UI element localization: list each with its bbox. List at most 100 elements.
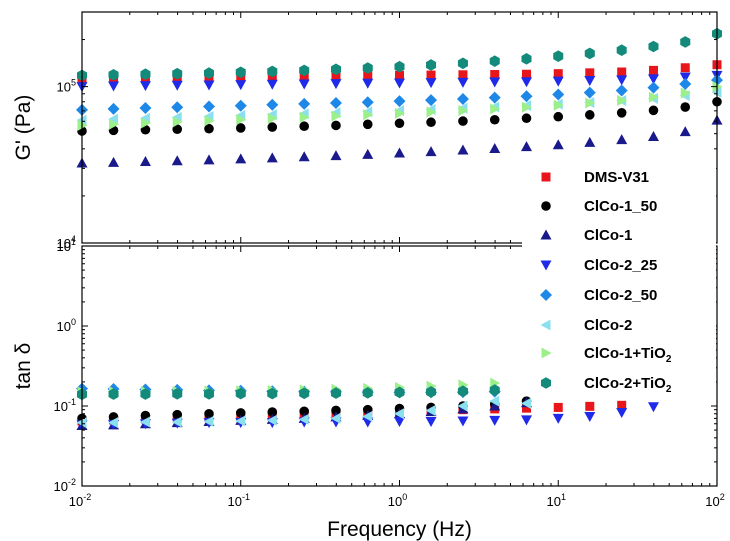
point-clco-2-25 (584, 411, 596, 422)
point-clco-2-50 (107, 102, 120, 115)
point-clco-1-plus-tio (204, 115, 215, 127)
panel-top (76, 27, 723, 168)
series-clco-1 (76, 114, 723, 168)
point-clco-1 (489, 400, 501, 411)
point-clco-2-plus-tio (584, 47, 595, 60)
point-clco-1-plus-tio (172, 116, 183, 128)
point-clco-2-50 (647, 81, 660, 94)
point-clco-2 (235, 415, 246, 427)
point-dms-v31 (331, 71, 341, 81)
point-clco-1-plus-tio (109, 118, 120, 130)
point-clco-2-25 (425, 417, 437, 428)
point-dms-v31 (648, 65, 658, 75)
y-axis-title-top: G' (Pa) (12, 95, 35, 161)
point-clco-1-50 (458, 116, 468, 126)
point-clco-1-50 (521, 113, 532, 124)
point-dms-v31 (617, 67, 627, 77)
point-clco-1 (235, 153, 247, 164)
point-clco-1 (489, 143, 501, 154)
point-clco-2-plus-tio (267, 387, 278, 400)
point-clco-2-plus-tio (203, 388, 215, 400)
point-clco-2-plus-tio (299, 387, 310, 400)
point-clco-2-25 (457, 416, 469, 427)
legend-label-clco-2: ClCo-2 (584, 317, 632, 334)
point-clco-2-50 (615, 84, 628, 97)
point-clco-1-plus-tio (617, 95, 628, 107)
point-dms-v31 (522, 69, 532, 79)
point-clco-2 (108, 113, 119, 125)
point-clco-1-plus-tio (522, 101, 533, 113)
point-clco-2-25 (425, 78, 437, 89)
point-clco-1-plus-tio (490, 103, 501, 115)
legend-label-clco-2-25: ClCo-2_25 (584, 257, 657, 274)
series-dms-v31 (77, 400, 627, 426)
point-clco-1 (266, 152, 278, 163)
point-clco-2 (139, 416, 150, 428)
point-clco-2-25 (521, 415, 533, 426)
legend-label-clco-1-50: ClCo-1_50 (584, 198, 657, 215)
legend-marker-clco-1 (540, 229, 552, 240)
point-clco-1-50 (362, 404, 373, 415)
point-clco-2-50 (139, 101, 152, 114)
legend-marker-clco-2-50 (540, 289, 552, 301)
y-tick-label-bottom: 100 (57, 317, 76, 334)
point-clco-1-50 (172, 409, 183, 420)
point-dms-v31 (553, 402, 563, 412)
point-clco-2-50 (298, 97, 311, 110)
point-clco-2-25 (457, 77, 469, 88)
point-clco-1-50 (204, 408, 214, 419)
x-tick-label: 101 (547, 492, 566, 509)
legend-marker-clco-2 (540, 319, 551, 331)
legend-item-clco-2: ClCo-2 (540, 317, 632, 334)
y-axis-title-bottom: tan δ (12, 343, 35, 390)
legend-item-clco-2-50: ClCo-2_50 (540, 287, 657, 304)
point-dms-v31 (553, 69, 563, 79)
point-clco-1-50 (648, 105, 659, 116)
point-clco-2-plus-tio (489, 384, 500, 396)
point-clco-2-plus-tio (489, 55, 500, 67)
point-clco-2-25 (584, 75, 596, 86)
point-clco-2-25 (139, 81, 151, 92)
point-clco-1-50 (394, 118, 405, 129)
point-clco-2-plus-tio (394, 60, 405, 73)
legend-label-clco-2-50: ClCo-2_50 (584, 287, 657, 304)
point-clco-1-plus-tio (363, 109, 374, 121)
series-clco-2 (76, 395, 532, 429)
point-clco-2 (489, 395, 500, 407)
panel-bottom (76, 377, 659, 431)
point-dms-v31 (426, 70, 436, 80)
point-clco-2 (139, 112, 150, 124)
point-clco-2-25 (108, 81, 120, 92)
point-clco-1-plus-tio (585, 97, 596, 109)
point-clco-1 (108, 156, 120, 167)
point-clco-1-50 (267, 122, 278, 132)
point-clco-1 (203, 154, 215, 165)
legend-item-clco-1-plus-tio: ClCo-1+TiO2 (541, 345, 672, 365)
point-clco-1 (362, 148, 374, 159)
point-clco-1-50 (204, 123, 214, 134)
point-clco-2-50 (456, 92, 469, 105)
point-clco-2 (330, 412, 341, 424)
point-clco-2-plus-tio (394, 386, 405, 399)
point-clco-2-plus-tio (140, 68, 151, 81)
point-clco-2-50 (361, 96, 374, 109)
point-clco-2-25 (203, 80, 215, 91)
point-clco-2-plus-tio (648, 40, 659, 53)
legend: DMS-V31 ClCo-1_50 ClCo-1 ClCo-2_25 ClCo-2_50… (522, 160, 716, 395)
x-tick-label: 102 (705, 492, 724, 509)
point-clco-2-25 (552, 413, 564, 424)
point-clco-2-25 (235, 80, 247, 91)
point-clco-2 (521, 397, 532, 409)
point-clco-2-25 (362, 78, 374, 89)
legend-label-clco-2-plus-tio: ClCo-2+TiO2 (584, 375, 672, 395)
point-clco-1-50 (616, 108, 627, 118)
series-clco-1-50 (77, 96, 722, 136)
point-clco-2-25 (647, 402, 659, 413)
legend-label-dms-v31: DMS-V31 (584, 169, 649, 186)
point-clco-2-25 (394, 417, 405, 428)
point-clco-1-50 (584, 110, 595, 120)
point-clco-1 (647, 130, 659, 141)
point-clco-1 (298, 151, 310, 162)
point-clco-2-25 (521, 77, 533, 88)
